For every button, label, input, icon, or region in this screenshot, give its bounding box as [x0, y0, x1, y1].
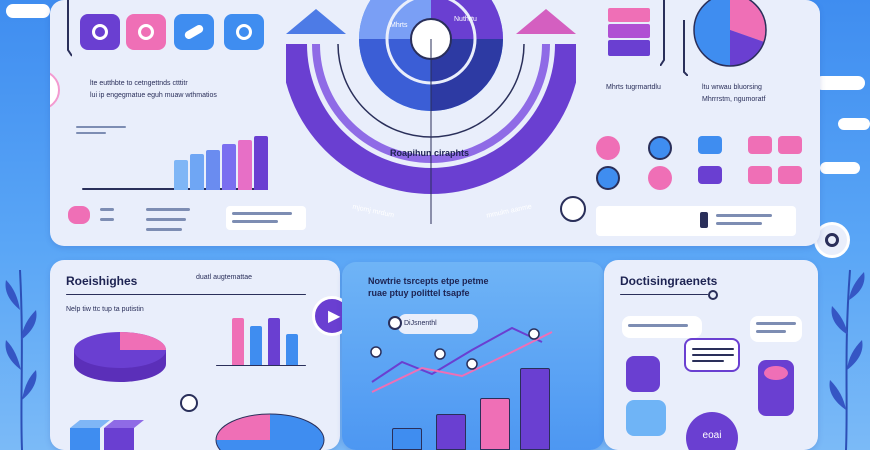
clock-icon [560, 196, 586, 222]
toggle-button[interactable] [748, 136, 772, 154]
info-card [750, 316, 802, 342]
lightbulb-icon [50, 70, 60, 110]
bracket-decoration [67, 0, 72, 57]
app-tile[interactable] [224, 14, 264, 50]
app-tile[interactable] [126, 14, 166, 50]
center-panel-title: ruae ptuy polittel tsapfe [368, 288, 470, 298]
top-panel: lte eutthbte to cetngettnds ctttitr lui … [50, 0, 820, 246]
arrow-line [66, 294, 306, 295]
plant-decoration [829, 269, 865, 450]
center-panel: Nowtrie tsrcepts etpe petme ruae ptuy po… [342, 262, 604, 450]
bar-chart-top-left [76, 118, 270, 190]
stack-tile[interactable] [758, 360, 794, 416]
callout-marker [388, 316, 402, 330]
pie-chart-bottom-left [215, 413, 325, 450]
dial-label: Nuthrtu [454, 16, 477, 23]
badge-button[interactable]: eoai [686, 412, 738, 450]
badge-icon [180, 394, 198, 412]
legend-swatch [68, 206, 90, 224]
legend-line [100, 218, 114, 221]
heart-tile[interactable] [626, 356, 660, 392]
left-panel-subtitle: duatl augtemattae [196, 274, 253, 281]
legend-line [100, 208, 114, 211]
center-panel-title: Nowtrie tsrcepts etpe petme [368, 276, 489, 286]
left-panel: Roeishighes duatl augtemattae Nelp tiw t… [50, 260, 340, 450]
dial-label: Mhrts [390, 22, 408, 29]
app-tile[interactable] [174, 14, 214, 50]
info-card [622, 316, 702, 338]
toggle-button[interactable] [778, 136, 802, 154]
toggle-button[interactable] [778, 166, 802, 184]
app-tile[interactable] [80, 14, 120, 50]
toggle-button[interactable] [648, 166, 672, 190]
arrow-line [620, 294, 708, 295]
play-icon: ▶ [328, 308, 341, 325]
legend-line [146, 208, 190, 211]
heading-line: lte eutthbte to cetngettnds ctttitr [90, 80, 188, 87]
right-panel: Doctisingraenets eoai [604, 260, 818, 450]
bar-chart-left [216, 306, 306, 366]
left-panel-title: Roeishighes [66, 274, 138, 288]
plant-decoration [5, 269, 37, 450]
wallet-tile[interactable] [626, 400, 666, 436]
right-panel-title: Doctisingraenets [620, 274, 718, 288]
line-chart [370, 326, 553, 393]
cube-chart [70, 420, 144, 450]
radial-dial [286, 0, 576, 224]
pie-chart-top-right [693, 0, 767, 67]
legend-line [146, 228, 182, 231]
heading-line: lui ip engegmatue eguh muaw wthmatios [90, 92, 217, 99]
info-card [596, 206, 796, 236]
info-card [226, 206, 306, 230]
toggle-button[interactable] [698, 136, 722, 154]
bracket-decoration [660, 0, 665, 66]
bar-chart-center [386, 354, 566, 450]
toggle-button[interactable] [748, 166, 772, 184]
legend-line [146, 218, 186, 221]
cloud-decoration [6, 4, 50, 18]
chat-card[interactable] [684, 338, 740, 372]
note-line: Mhrts tugrmartdlu [606, 84, 661, 91]
pie-chart-3d [74, 332, 166, 382]
bracket-decoration [683, 20, 688, 76]
cloud-decoration [820, 162, 860, 174]
stack-chart [608, 8, 650, 58]
cloud-decoration [838, 118, 870, 130]
badge-icon [708, 290, 718, 300]
cloud-decoration [815, 76, 865, 90]
toggle-button[interactable] [648, 136, 672, 160]
toggle-button[interactable] [698, 166, 722, 184]
toggle-button[interactable] [596, 136, 620, 160]
note-line: Mhrrrstm, ngumoratf [702, 96, 766, 103]
callout-card: DiJsnenthl [398, 314, 478, 334]
toggle-button[interactable] [596, 166, 620, 190]
dial-caption: Roapihun ciraphts [390, 148, 470, 158]
note-line: ltu wrwau bluorsing [702, 84, 762, 91]
left-panel-desc: Nelp tiw ttc tup ta putistin [66, 306, 144, 313]
